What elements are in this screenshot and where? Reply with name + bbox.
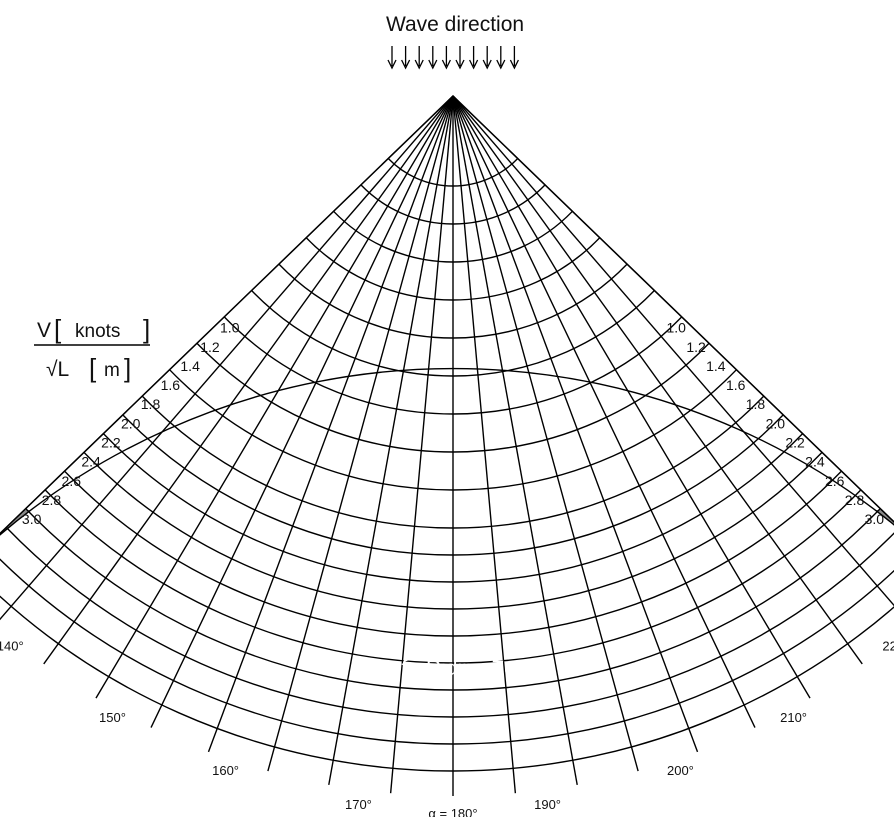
wave-arrow-icon [469, 46, 479, 70]
denominator-bracket-open: [ [89, 353, 97, 383]
speed-ratio-label-right: 2.8 [42, 492, 62, 508]
heading-ray [452, 95, 894, 607]
speed-ratio-label-left: 3.0 [865, 511, 885, 527]
speed-ratio-label-left: 2.8 [845, 492, 865, 508]
numerator-bracket-close: ] [143, 314, 150, 344]
speed-ratio-label-right: 2.2 [101, 434, 121, 450]
wave-arrow-icon [387, 46, 397, 70]
speed-ratio-label-left: 2.0 [766, 415, 786, 431]
heading-ray [0, 95, 454, 621]
heading-ray [452, 95, 699, 753]
wave-arrow-icon [428, 46, 438, 70]
speed-ratio-label-right: 1.2 [200, 339, 220, 355]
heading-labels: 220° 210° 200° 190° α = 180° 170° 160° 150° 140° [0, 638, 894, 817]
speed-ratio-label-right: 1.4 [180, 358, 200, 374]
heading-ray [150, 95, 454, 728]
wave-arrow-icon [414, 46, 424, 70]
speed-ratio-labels-left: 1.0 1.21.41.61.82.0 2.22.42.62.83.0 [667, 320, 885, 527]
wave-arrow-icon [482, 46, 492, 70]
wave-direction-label: Wave direction [386, 13, 524, 36]
speed-ratio-label-left: 1.2 [686, 339, 706, 355]
speed-ratio-label-right: 1.0 [220, 320, 240, 336]
speed-ratio-label-right: 2.6 [62, 473, 82, 489]
heading-label-center: α = 180° [428, 806, 477, 817]
heading-label-left: 200° [667, 763, 694, 778]
speed-ratio-label-right: 2.4 [81, 454, 101, 470]
wave-arrow-icon [496, 46, 506, 70]
numerator-bracket-open: [ [54, 314, 62, 344]
diagram-outline [0, 95, 894, 536]
speed-ratio-axis-label: V [ knots ] √L [ m ] [34, 314, 150, 383]
speed-ratio-label-right: 2.0 [121, 415, 141, 431]
heading-ray [267, 95, 454, 772]
heading-label-left: 210° [780, 710, 807, 725]
speed-ratio-label-left: 1.8 [746, 396, 766, 412]
denominator-sqrt-l: √L [46, 358, 69, 381]
speed-ratio-label-left: 2.6 [825, 473, 845, 489]
heading-ray [452, 95, 863, 665]
speed-ratio-arc [5, 526, 894, 718]
wave-arrow-icon [441, 46, 451, 70]
heading-ray [95, 95, 454, 699]
heading-label-right: 150° [99, 710, 126, 725]
speed-ratio-arc [0, 558, 894, 745]
wave-direction-arrows-icon [387, 46, 519, 70]
heading-ray [452, 95, 578, 786]
heading-ray [43, 95, 454, 665]
numerator-unit: knots [75, 321, 120, 342]
denominator-unit: m [104, 360, 120, 381]
speed-ratio-label-right: 1.8 [141, 396, 161, 412]
heading-label-right: 140° [0, 638, 24, 653]
speed-ratio-label-right: 3.0 [22, 511, 42, 527]
speed-ratio-label-left: 2.4 [805, 454, 825, 470]
speed-ratio-label-left: 2.2 [785, 434, 805, 450]
heading-ray [0, 95, 454, 535]
surf-riding-zone-label: Surf - Riding Zone [369, 657, 539, 680]
speed-ratio-label-right: 1.6 [161, 377, 181, 393]
heading-ray [452, 95, 639, 772]
heading-ray [328, 95, 454, 786]
speed-ratio-labels-right: 1.01.21.4 1.61.82.02.22.4 2.62.83.0 [22, 320, 240, 527]
heading-label-right: 170° [345, 797, 372, 812]
heading-ray [207, 95, 454, 753]
speed-ratio-label-left: 1.0 [667, 320, 687, 336]
heading-ray [452, 95, 756, 728]
heading-label-right: 160° [212, 763, 239, 778]
heading-ray [452, 95, 517, 794]
speed-ratio-label-left: 1.6 [726, 377, 746, 393]
heading-label-left: 190° [534, 797, 561, 812]
speed-ratio-label-left: 1.4 [706, 358, 726, 374]
wave-arrow-icon [401, 46, 411, 70]
denominator-bracket-close: ] [124, 353, 131, 383]
heading-ray [452, 95, 811, 699]
numerator-v: V [37, 319, 51, 342]
wave-arrow-icon [455, 46, 465, 70]
heading-label-left: 220° [882, 638, 894, 653]
wave-arrow-icon [509, 46, 519, 70]
heading-ray [389, 95, 454, 794]
